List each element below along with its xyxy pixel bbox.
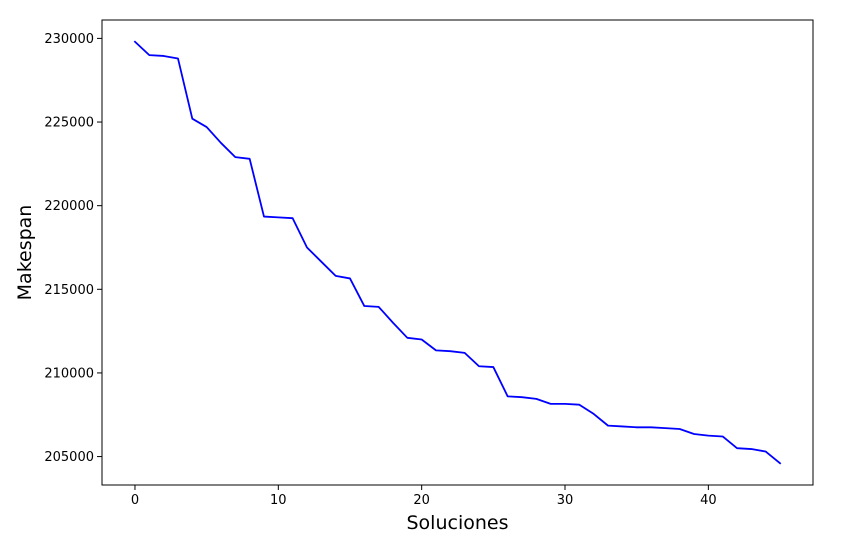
y-tick-label: 230000	[44, 32, 94, 47]
x-tick-label: 0	[131, 493, 139, 508]
x-tick-label: 20	[413, 493, 430, 508]
series-line	[133, 40, 782, 465]
y-tick-label: 205000	[44, 450, 94, 465]
x-tick-label: 30	[557, 493, 574, 508]
y-axis-label: Makespan	[14, 205, 36, 301]
plot-frame	[101, 19, 814, 486]
y-tick-label: 215000	[44, 283, 94, 298]
series-layer	[133, 40, 782, 465]
x-tick-label: 40	[700, 493, 717, 508]
y-tick-label: 225000	[44, 116, 94, 131]
ticks-layer: 0 10 20 30 40 205000 210000 215000 220000 225000 2…	[44, 32, 716, 508]
y-tick-label: 220000	[44, 199, 94, 214]
y-tick-label: 210000	[44, 366, 94, 381]
x-tick-label: 10	[270, 493, 287, 508]
x-axis-label: Soluciones	[407, 512, 509, 534]
